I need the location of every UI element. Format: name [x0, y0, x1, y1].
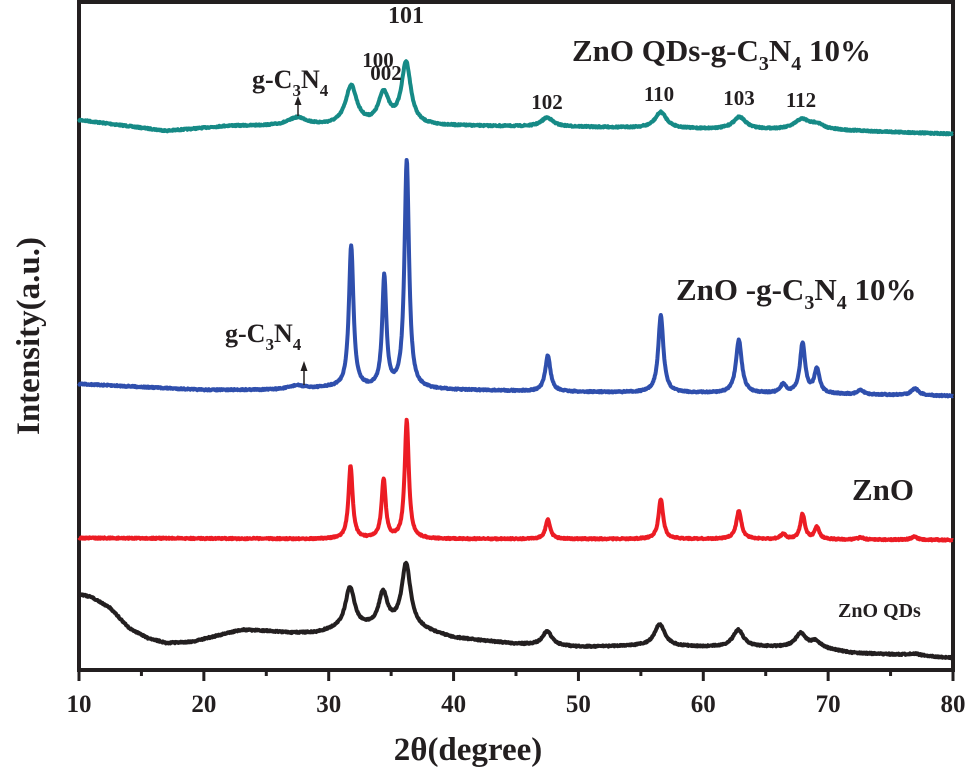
gcn-label-top: g-C3N4: [252, 65, 329, 100]
hkl-label-110: 110: [644, 82, 674, 106]
arrow-icon: [294, 96, 302, 116]
x-tick-label: 20: [191, 691, 216, 718]
x-axis-tick-labels: 10 20 30 40 50 60 70 80: [67, 691, 966, 718]
x-axis-title: 2θ(degree): [394, 732, 543, 768]
series-label-zno-gcn: ZnO -g-C3N4 10%: [676, 272, 916, 314]
hkl-label-100: 100: [362, 48, 394, 72]
x-tick-label: 70: [816, 691, 841, 718]
x-tick-label: 10: [67, 691, 92, 718]
series-label-zno: ZnO: [852, 472, 914, 507]
hkl-label-112: 112: [786, 88, 816, 112]
series-label-zno-qds: ZnO QDs: [838, 600, 921, 622]
series-label-zno-qds-gcn: ZnO QDs-g-C3N4 10%: [572, 33, 871, 75]
x-tick-label: 40: [441, 691, 466, 718]
x-tick-label: 30: [316, 691, 341, 718]
trace-zno-g-c3n4-10: [77, 158, 955, 399]
gcn-label-mid: g-C3N4: [225, 319, 302, 354]
x-tick-label: 50: [566, 691, 591, 718]
traces: [77, 59, 955, 661]
x-tick-label: 60: [691, 691, 716, 718]
arrow-icon: [300, 361, 308, 385]
x-tick-label: 80: [941, 691, 966, 718]
x-axis-ticks: [77, 670, 955, 681]
trace-zno: [77, 417, 955, 543]
hkl-label-101: 101: [388, 3, 424, 29]
hkl-label-103: 103: [723, 86, 755, 110]
trace-zno-qds: [77, 560, 955, 661]
y-axis-title: Intensity(a.u.): [11, 237, 47, 435]
trace-zno-qds-g-c3n4-10: [77, 59, 955, 137]
hkl-label-102: 102: [531, 90, 563, 114]
plot-frame: [77, 0, 955, 672]
hkl-label-002: 002: [370, 61, 402, 85]
